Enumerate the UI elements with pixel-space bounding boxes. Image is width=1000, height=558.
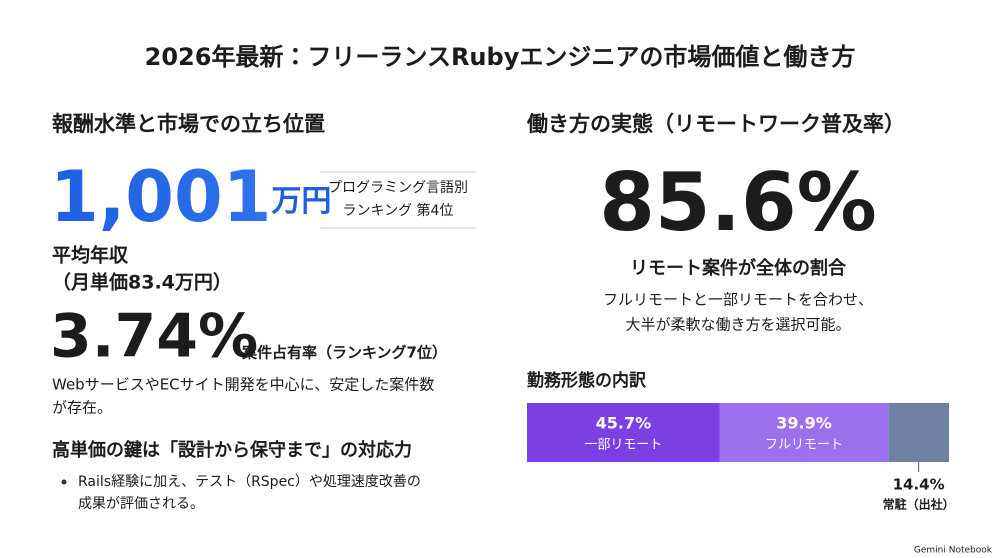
- bar-segment: [719, 403, 889, 462]
- left-heading: 報酬水準と市場での立ち位置: [52, 112, 325, 136]
- stacked-bar: 45.7% 一部リモート 39.9% フルリモート 14.4% 常駐（出社）: [527, 403, 955, 512]
- right-heading: 働き方の実態（リモートワーク普及率）: [526, 112, 905, 136]
- title: 2026年最新：フリーランスRubyエンジニアの市場価値と働き方: [145, 43, 856, 71]
- rank-line: プログラミング言語別: [328, 180, 468, 196]
- rate-desc: 大半が柔軟な働き方を選択可能。: [625, 316, 850, 334]
- rate-desc: フルリモートと一部リモートを合わせ、: [603, 291, 873, 309]
- bullet-text: Rails経験に加え、テスト（RSpec）や処理速度改善の: [78, 473, 421, 490]
- bullet: [61, 479, 67, 485]
- bar-segment: [888, 403, 949, 462]
- salary-sub: （月単価83.4万円）: [52, 271, 232, 294]
- salary-caption: 平均年収: [52, 244, 129, 267]
- segment-value: 39.9%: [776, 414, 832, 433]
- share-caption: 案件占有率（ランキング7位）: [241, 344, 447, 362]
- bullet-text: 成果が評価される。: [78, 496, 204, 512]
- remote-rate: 85.6%: [599, 156, 877, 249]
- share-desc: WebサービスやECサイト開発を中心に、安定した案件数: [52, 376, 434, 394]
- rank-line: ランキング 第4位: [343, 202, 454, 219]
- rate-caption: リモート案件が全体の割合: [630, 257, 847, 279]
- share-desc: が存在。: [52, 399, 112, 417]
- segment-name: 一部リモート: [584, 438, 662, 453]
- key-heading: 高単価の鍵は「設計から保守まで」の対応力: [52, 439, 412, 461]
- chart-title: 勤務形態の内訳: [527, 370, 647, 391]
- salary-unit: 万円: [271, 184, 331, 219]
- segment-name: 常駐（出社）: [883, 497, 955, 512]
- segment-name: フルリモート: [765, 438, 843, 453]
- footer: Gemini Notebook: [914, 546, 993, 556]
- salary-number: 1,001: [50, 156, 271, 238]
- share-number: 3.74%: [50, 302, 258, 372]
- bar-segment: [527, 403, 720, 462]
- segment-value: 45.7%: [596, 414, 652, 433]
- salary: 1,001万円: [50, 156, 331, 238]
- segment-value: 14.4%: [893, 476, 945, 494]
